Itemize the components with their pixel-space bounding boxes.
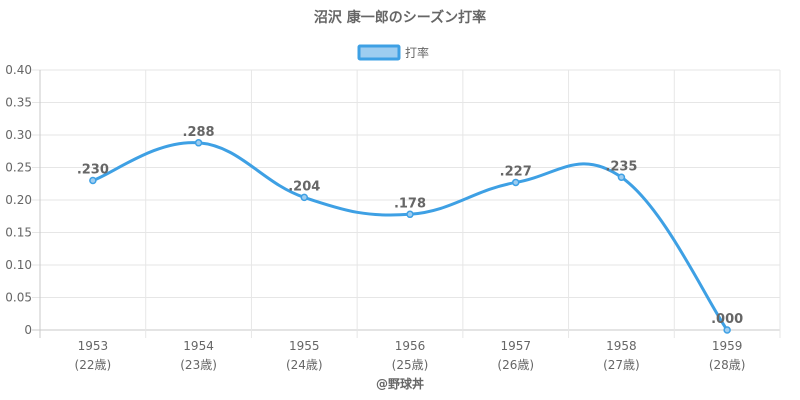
data-point <box>89 176 97 185</box>
data-point <box>723 326 731 334</box>
data-label: .178 <box>394 196 426 211</box>
data-label: .227 <box>500 164 532 179</box>
y-tick-label: 0.40 <box>5 63 32 77</box>
y-tick-label: 0.35 <box>5 96 32 110</box>
data-point <box>300 193 309 202</box>
y-tick-label: 0.25 <box>5 161 32 175</box>
x-axis-ticks: 1953 (22歳) 1954 (23歳) 1955 (24歳) 1956 (25歳) 1957… <box>75 339 746 372</box>
data-point <box>511 178 520 187</box>
data-label: .288 <box>183 125 215 140</box>
data-labels: .230 .288 .204 .178 .227 .235 .000 <box>77 125 743 327</box>
x-tick-sublabel: (28歳) <box>709 358 746 372</box>
x-tick-label: 1954 <box>183 339 214 353</box>
chart-title: 沼沢 康一郎のシーズン打率 <box>314 9 486 26</box>
data-point <box>194 139 203 147</box>
x-tick-label: 1958 <box>606 339 637 353</box>
y-tick-label: 0.10 <box>5 258 32 272</box>
data-label: .235 <box>605 159 637 174</box>
x-tick-label: 1959 <box>712 339 743 353</box>
x-tick-sublabel: (26歳) <box>497 358 534 372</box>
y-axis-ticks: 0 0.05 0.10 0.15 0.20 0.25 0.30 0.35 0.40 <box>5 63 32 337</box>
x-tick-label: 1957 <box>500 339 531 353</box>
legend[interactable]: 打率 <box>357 44 429 61</box>
y-tick-label: 0 <box>24 323 32 337</box>
legend-swatch <box>357 44 401 61</box>
data-point <box>617 173 626 181</box>
x-tick-label: 1953 <box>78 339 109 353</box>
x-tick-sublabel: (27歳) <box>603 358 640 372</box>
x-tick-sublabel: (24歳) <box>286 358 323 372</box>
x-tick-sublabel: (25歳) <box>392 358 429 372</box>
data-label: .204 <box>288 179 320 194</box>
data-point <box>406 210 414 219</box>
data-label: .000 <box>711 312 743 327</box>
data-points <box>89 139 731 334</box>
credit-text: @野球丼 <box>376 376 424 391</box>
y-tick-label: 0.05 <box>5 291 32 305</box>
legend-label: 打率 <box>405 45 429 60</box>
y-tick-label: 0.15 <box>5 226 32 240</box>
y-tick-label: 0.30 <box>5 128 32 142</box>
grid <box>32 69 781 338</box>
x-tick-label: 1956 <box>395 339 426 353</box>
y-tick-label: 0.20 <box>5 193 32 207</box>
x-tick-sublabel: (22歳) <box>75 358 112 372</box>
x-tick-sublabel: (23歳) <box>180 358 217 372</box>
x-tick-label: 1955 <box>289 339 320 353</box>
data-label: .230 <box>77 163 109 178</box>
